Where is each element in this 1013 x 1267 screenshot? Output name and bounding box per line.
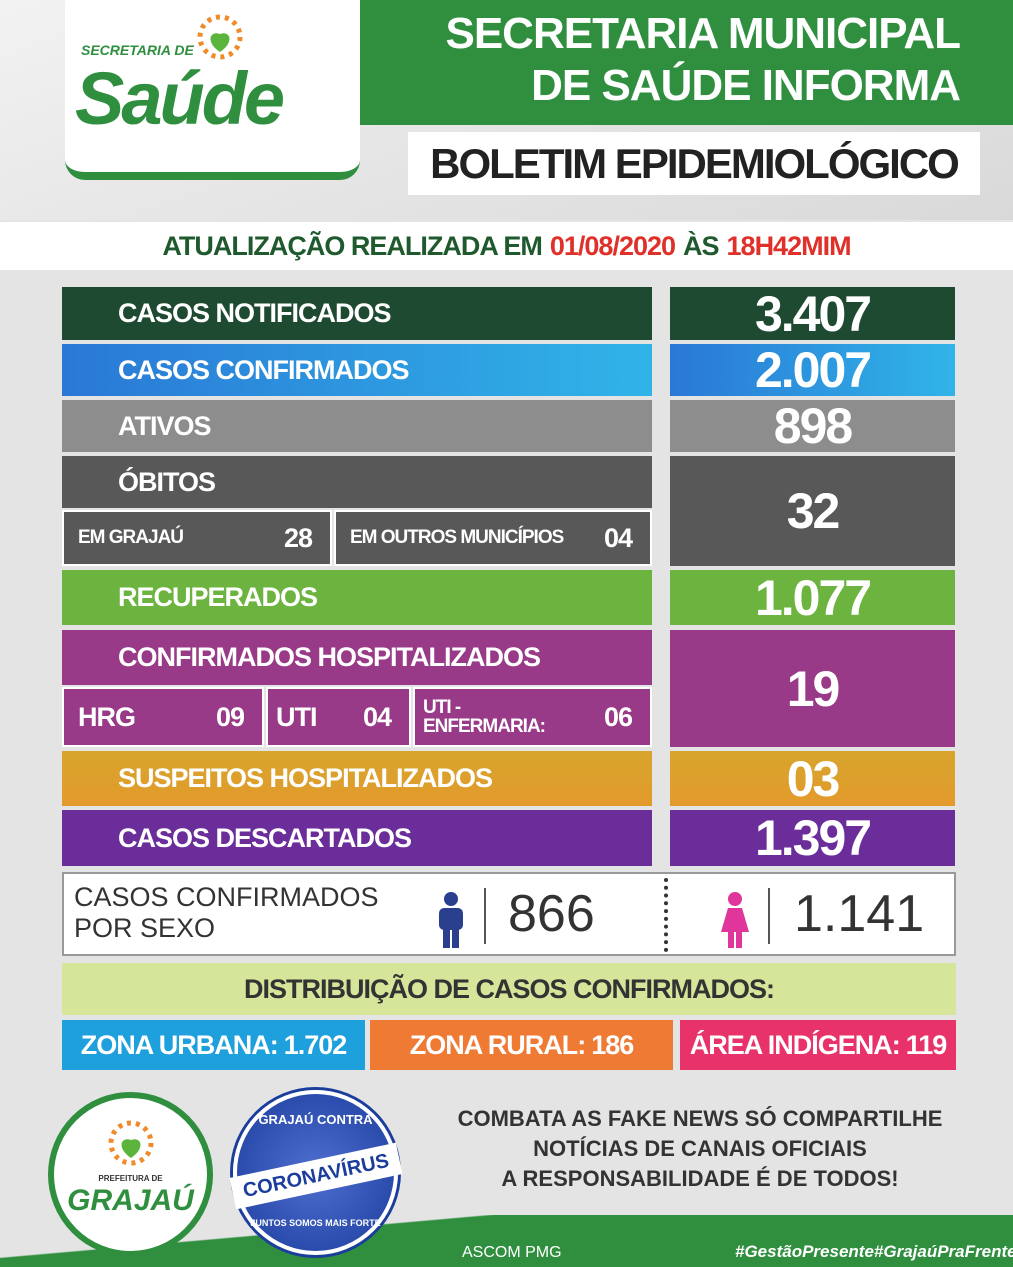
row-label: CASOS NOTIFICADOS — [62, 287, 652, 340]
credit: ASCOM PMG — [462, 1244, 562, 1261]
detail: UTI 04 — [266, 687, 411, 747]
sex-label-line: POR SEXO — [74, 913, 216, 943]
row-value: 1.077 — [670, 570, 955, 626]
title-line: SECRETARIA MUNICIPAL — [445, 9, 961, 58]
logo2-bottom: JUNTOS SOMOS MAIS FORTE — [250, 1218, 381, 1228]
update-date: 01/08/2020 — [549, 230, 676, 261]
detail-value: 06 — [603, 701, 633, 732]
detail-value: 09 — [215, 701, 245, 732]
logo-icon — [108, 1120, 154, 1166]
zone-label: ZONA RURAL: — [409, 1029, 586, 1060]
male-icon — [439, 892, 463, 948]
zone-label: ZONA URBANA: — [80, 1029, 279, 1060]
row-label: ÓBITOS — [62, 456, 652, 508]
logo2-top: GRAJAÚ CONTRA — [258, 1112, 373, 1127]
row-label: CONFIRMADOS HOSPITALIZADOS — [62, 630, 652, 685]
row-value: 1.397 — [670, 810, 955, 866]
row-label: RECUPERADOS — [62, 570, 652, 625]
update-prefix: ATUALIZAÇÃO REALIZADA EM — [162, 230, 542, 261]
detail-value: 04 — [362, 701, 392, 732]
logo1-name: GRAJAÚ — [67, 1184, 194, 1217]
message-line: NOTÍCIAS DE CANAIS OFICIAIS — [533, 1136, 867, 1161]
detail: EM GRAJAÚ 28 — [62, 510, 332, 566]
logo-box: SECRETARIA DE Saúde — [65, 0, 360, 180]
logo2-banner: CORONAVÍRUS — [229, 1142, 403, 1210]
hashtags: #GestãoPresente#GrajaúPraFrente — [735, 1242, 1013, 1261]
logo-icon — [197, 14, 243, 60]
zone-value: 119 — [905, 1029, 948, 1060]
row-value: 898 — [670, 398, 955, 454]
detail: HRG 09 — [62, 687, 264, 747]
zone: ZONA RURAL: 186 — [370, 1020, 673, 1070]
detail-label: HRG — [78, 701, 136, 732]
logo-corona: GRAJAÚ CONTRA CORONAVÍRUS JUNTOS SOMOS M… — [229, 1090, 403, 1255]
row-value: 32 — [670, 456, 955, 566]
detail-value: 04 — [603, 522, 633, 553]
detail: EM OUTROS MUNICÍPIOS 04 — [334, 510, 652, 566]
message-line: A RESPONSABILIDADE É DE TODOS! — [501, 1166, 899, 1191]
header-title: SECRETARIA MUNICIPAL DE SAÚDE INFORMA — [400, 8, 961, 112]
update-middle: ÀS — [683, 230, 720, 261]
logo-small: SECRETARIA DE — [81, 42, 194, 58]
detail: UTI - ENFERMARIA: 06 — [413, 687, 652, 747]
message-line: COMBATA AS FAKE NEWS SÓ COMPARTILHE — [457, 1106, 943, 1131]
update-time: 18H42MIM — [726, 230, 852, 261]
detail-label: UTI - ENFERMARIA: — [423, 697, 546, 737]
detail-label: EM GRAJAÚ — [78, 527, 184, 548]
row-label: CASOS CONFIRMADOS — [62, 344, 652, 396]
zone-value: 186 — [591, 1029, 634, 1060]
footer-message: COMBATA AS FAKE NEWS SÓ COMPARTILHE NOTÍ… — [420, 1104, 980, 1194]
dots — [664, 878, 668, 952]
update-bar: ATUALIZAÇÃO REALIZADA EM 01/08/2020 ÀS 1… — [0, 222, 1013, 270]
distribution-title: DISTRIBUIÇÃO DE CASOS CONFIRMADOS: — [62, 963, 956, 1015]
title-line: DE SAÚDE INFORMA — [531, 61, 961, 110]
zone-value: 1.702 — [283, 1029, 348, 1060]
male-value: 866 — [508, 885, 595, 943]
logo-grajau: PREFEITURA DE GRAJAÚ — [48, 1092, 213, 1257]
detail-value: 28 — [283, 522, 313, 553]
sex-label: CASOS CONFIRMADOS POR SEXO — [74, 882, 379, 944]
sex-label-line: CASOS CONFIRMADOS — [74, 882, 379, 912]
row-label: CASOS DESCARTADOS — [62, 810, 652, 866]
logo1-top: PREFEITURA DE — [98, 1174, 163, 1183]
row-value: 03 — [670, 751, 955, 807]
row-value: 19 — [670, 630, 955, 747]
sex-box: CASOS CONFIRMADOS POR SEXO 866 1.141 — [62, 872, 956, 956]
row-value: 2.007 — [670, 342, 955, 398]
row-label: ATIVOS — [62, 400, 652, 452]
female-value: 1.141 — [794, 885, 925, 943]
row-value: 3.407 — [670, 286, 955, 342]
detail-label: EM OUTROS MUNICÍPIOS — [350, 527, 564, 548]
divider — [484, 888, 486, 944]
divider — [768, 888, 770, 944]
zone: ÁREA INDÍGENA: 119 — [680, 1020, 956, 1070]
female-icon — [721, 892, 749, 948]
detail-label: UTI — [276, 701, 317, 732]
logo-big: Saúde — [75, 57, 285, 140]
row-label: SUSPEITOS HOSPITALIZADOS — [62, 751, 652, 806]
zone: ZONA URBANA: 1.702 — [62, 1020, 365, 1070]
subtitle: BOLETIM EPIDEMIOLÓGICO — [408, 132, 980, 195]
header-band — [360, 0, 1013, 125]
zone-label: ÁREA INDÍGENA: — [689, 1029, 901, 1060]
